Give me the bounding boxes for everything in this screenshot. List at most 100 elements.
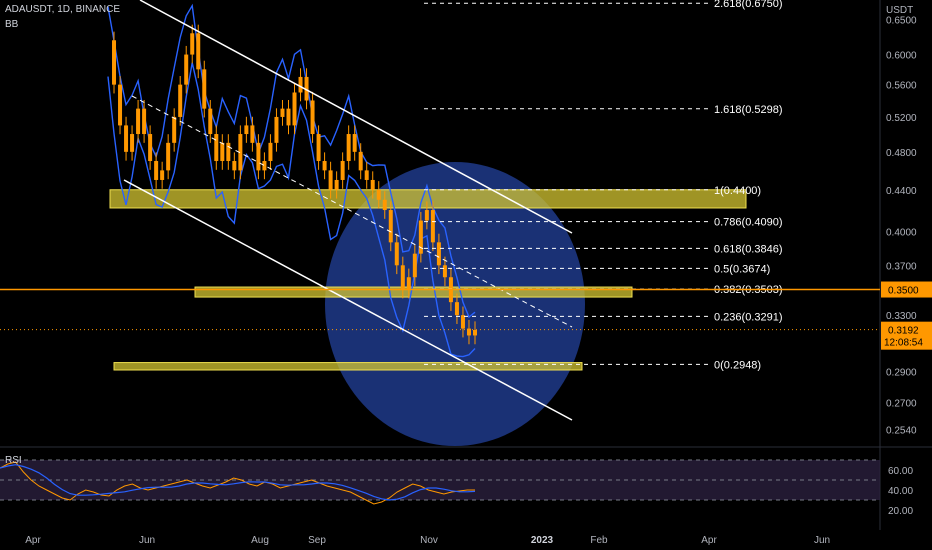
candle-body (220, 142, 225, 162)
candle-body (124, 125, 129, 152)
candle-body (376, 189, 381, 200)
x-tick-label: Apr (701, 535, 717, 546)
candle-body (286, 108, 291, 126)
candle-body (256, 142, 261, 171)
candle-body (322, 161, 327, 171)
channel-mid-line (131, 95, 573, 328)
bollinger-lower-band (107, 62, 476, 358)
candle-body (250, 125, 255, 143)
candle-body (208, 108, 213, 135)
support-resistance-zone (109, 189, 747, 209)
candle-body (190, 33, 195, 55)
fib-level-label: 0(0.2948) (714, 359, 761, 371)
x-tick-label: Jun (139, 535, 155, 546)
fib-level-label: 0.5(0.3674) (714, 263, 770, 275)
candle-body (172, 116, 177, 143)
candle-body (358, 151, 363, 171)
candle-body (473, 329, 477, 336)
candle-body (310, 100, 315, 135)
candle-body (304, 76, 309, 101)
fib-level-label: 1.618(0.5298) (714, 104, 783, 116)
candle-body (112, 40, 117, 85)
last-price-value: 0.3192 (888, 326, 919, 337)
rsi-tick-label: 60.00 (888, 466, 913, 477)
candle-body (142, 108, 147, 135)
last-price-tag (881, 321, 932, 350)
candle-body (316, 134, 321, 162)
x-tick-label: Aug (251, 535, 269, 546)
candle-body (268, 142, 273, 162)
y-tick-label: 0.4400 (886, 186, 917, 197)
candle-body (148, 134, 153, 162)
x-tick-label: Jun (814, 535, 830, 546)
candle-body (280, 108, 285, 117)
y-tick-label: 0.2700 (886, 399, 917, 410)
candle-body (430, 210, 435, 243)
y-tick-label: 0.5600 (886, 81, 917, 92)
y-tick-label: 0.4000 (886, 227, 917, 238)
y-tick-label: 0.2540 (886, 425, 917, 436)
fib-level-label: 0.236(0.3291) (714, 311, 783, 323)
x-tick-label: Apr (25, 535, 41, 546)
candle-body (364, 170, 369, 180)
candle-body (412, 253, 417, 278)
channel-lower-line (123, 179, 573, 421)
rsi-indicator-label[interactable]: RSI (5, 455, 22, 466)
candle-body (436, 242, 441, 266)
candle-body (130, 134, 135, 152)
y-tick-label: 0.5200 (886, 113, 917, 124)
candle-body (394, 242, 399, 266)
candle-body (238, 134, 243, 171)
candle-body (178, 84, 183, 117)
y-tick-label: 0.4800 (886, 148, 917, 159)
y-tick-label: 0.6500 (886, 16, 917, 27)
currency-label: USDT (886, 5, 913, 16)
candle-body (262, 161, 267, 171)
x-tick-label: Nov (420, 535, 438, 546)
candle-body (274, 116, 279, 143)
candle-body (346, 134, 351, 162)
candle-body (418, 220, 423, 254)
candle-body (424, 210, 429, 221)
rsi-line (0, 461, 475, 505)
fib-level-label: 0.786(0.4090) (714, 217, 783, 229)
candle-body (454, 302, 459, 316)
candle-body (400, 265, 405, 290)
candle-body (298, 76, 303, 93)
fib-level-label: 1(0.4400) (714, 185, 761, 197)
candle-body (244, 125, 249, 135)
rsi-signal-line (0, 464, 476, 501)
candles-group (112, 24, 477, 345)
candle-body (340, 161, 345, 180)
fib-level-label: 0.618(0.3846) (714, 243, 783, 255)
support-resistance-zone (194, 286, 633, 298)
candle-body (370, 179, 375, 190)
candle-body (388, 210, 393, 243)
candle-body (166, 142, 171, 171)
candle-body (232, 161, 237, 171)
rsi-tick-label: 40.00 (888, 486, 913, 497)
x-tick-label: Feb (590, 535, 608, 546)
support-resistance-zone (113, 362, 583, 371)
bollinger-indicator-label[interactable]: BB (5, 19, 19, 30)
horizontal-level-tag (881, 281, 932, 298)
candle-body (292, 92, 297, 126)
candle-body (334, 179, 339, 190)
y-tick-label: 0.6000 (886, 51, 917, 62)
candle-body (184, 54, 189, 85)
channel-upper-line (139, 0, 573, 234)
horizontal-level-price: 0.3500 (888, 286, 919, 297)
bollinger-upper-band (107, 3, 476, 319)
fib-level-label: 2.618(0.6750) (714, 0, 783, 10)
candle-body (226, 142, 231, 162)
last-price-countdown: 12:08:54 (884, 338, 923, 349)
rsi-tick-label: 20.00 (888, 506, 913, 517)
y-tick-label: 0.3300 (886, 311, 917, 322)
candle-body (352, 134, 357, 152)
candle-body (202, 69, 207, 109)
symbol-title: ADAUSDT, 1D, BINANCE (5, 4, 121, 15)
candle-body (136, 108, 141, 135)
y-tick-label: 0.3700 (886, 261, 917, 272)
y-tick-label: 0.2900 (886, 367, 917, 378)
